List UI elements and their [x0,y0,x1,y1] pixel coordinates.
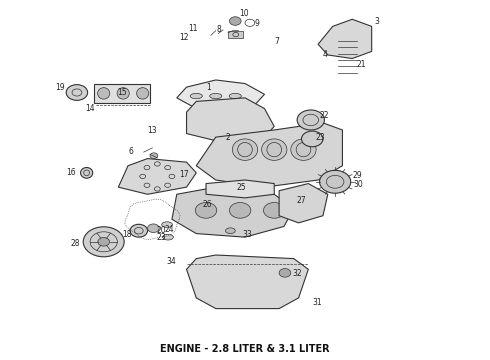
Text: 26: 26 [202,200,212,209]
Text: 33: 33 [243,230,252,239]
Text: 13: 13 [147,126,157,135]
Text: 27: 27 [296,196,306,205]
Circle shape [147,224,159,233]
Text: 28: 28 [71,239,80,248]
Ellipse shape [190,93,202,99]
Polygon shape [177,80,265,112]
Circle shape [66,85,88,100]
Circle shape [229,17,241,25]
Polygon shape [172,187,294,237]
Ellipse shape [225,228,235,234]
Text: 19: 19 [55,83,65,92]
Text: 20: 20 [156,226,166,235]
Text: 11: 11 [188,24,197,33]
Circle shape [297,110,324,130]
Polygon shape [187,255,308,309]
Circle shape [319,170,351,193]
Polygon shape [187,98,274,141]
Circle shape [264,203,285,218]
Text: 22: 22 [319,111,329,120]
Circle shape [279,269,291,277]
Text: 4: 4 [323,50,328,59]
Text: 34: 34 [166,257,176,266]
Text: 21: 21 [356,60,366,69]
Text: 17: 17 [179,171,189,180]
Ellipse shape [291,139,316,160]
Text: 15: 15 [118,88,127,97]
Text: 25: 25 [236,183,246,192]
Polygon shape [318,19,372,59]
Ellipse shape [262,139,287,160]
Ellipse shape [98,87,110,99]
Circle shape [301,131,323,147]
Text: 14: 14 [85,104,95,113]
Ellipse shape [232,139,258,160]
Text: 16: 16 [66,168,75,177]
Circle shape [130,224,147,237]
Polygon shape [206,180,274,198]
Text: 31: 31 [312,298,322,307]
Bar [94,84,150,103]
Text: 29: 29 [352,171,362,180]
Bar [228,31,243,38]
Text: 23: 23 [156,233,166,242]
Text: 1: 1 [206,83,211,92]
Polygon shape [196,123,343,187]
Text: 8: 8 [217,25,221,34]
Ellipse shape [117,87,129,99]
Text: 3: 3 [374,17,379,26]
Text: 30: 30 [353,180,363,189]
Text: 12: 12 [179,33,189,42]
Circle shape [98,238,110,246]
Circle shape [83,227,124,257]
Text: 24: 24 [165,225,174,234]
Text: 23: 23 [316,133,325,142]
Ellipse shape [80,167,93,178]
Text: 6: 6 [128,147,133,156]
Text: 32: 32 [293,269,302,278]
Ellipse shape [163,234,173,240]
Ellipse shape [162,222,172,228]
Circle shape [150,153,158,158]
Circle shape [196,203,217,218]
Circle shape [229,203,251,218]
Text: 9: 9 [254,19,259,28]
Text: ENGINE - 2.8 LITER & 3.1 LITER: ENGINE - 2.8 LITER & 3.1 LITER [160,343,330,354]
Ellipse shape [229,93,242,99]
Polygon shape [279,184,328,223]
Text: 2: 2 [225,132,230,141]
Ellipse shape [137,87,149,99]
Text: 10: 10 [240,9,249,18]
Polygon shape [118,158,196,194]
Text: 7: 7 [274,37,279,46]
Text: 18: 18 [122,230,132,239]
Ellipse shape [210,93,222,99]
